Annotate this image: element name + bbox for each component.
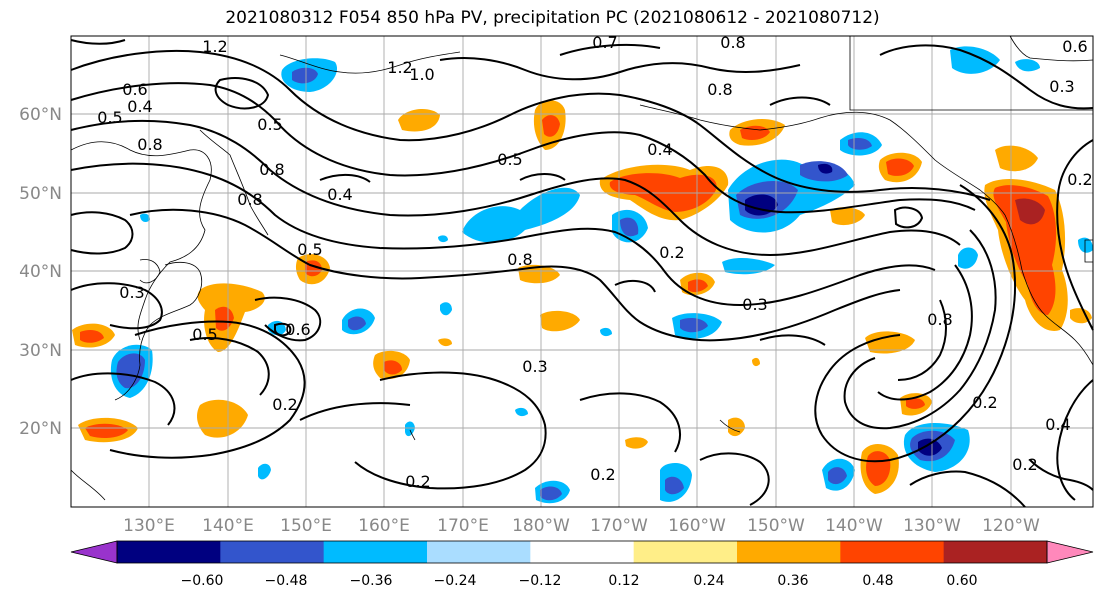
colorbar-block <box>840 541 945 563</box>
contour-label: 1.0 <box>409 65 434 84</box>
contour-label: 0.2 <box>1012 455 1037 474</box>
colorbar: −0.60 −0.48 −0.36 −0.24 −0.12 0.12 0.24 … <box>70 540 1094 589</box>
contour-label: 0.7 <box>592 33 617 52</box>
contour-label: 0.2 <box>405 472 430 491</box>
lon-label: 170°E <box>437 516 489 536</box>
longitude-labels: 130°E 140°E 150°E 160°E 170°E 180°W 170°… <box>123 516 1040 536</box>
colorbar-tick-label: 0.24 <box>693 573 724 589</box>
lon-label: 140°W <box>825 516 883 536</box>
contour-labels: 1.2 1.2 1.0 0.7 0.8 0.6 0.5 0.4 0.8 0.5 … <box>97 33 1092 491</box>
lon-label: 140°E <box>202 516 254 536</box>
lat-label: 40°N <box>19 262 62 282</box>
colorbar-tick-label: −0.12 <box>519 573 562 589</box>
contour-label: 0.8 <box>259 160 284 179</box>
contour-label: 0.8 <box>507 250 532 269</box>
contour-label: 0.4 <box>327 185 352 204</box>
contour-label: 0.2 <box>1067 170 1092 189</box>
contour-label: 0.5 <box>97 108 122 127</box>
lon-label: 180°W <box>512 516 570 536</box>
contour-label: 0.3 <box>119 283 144 302</box>
colorbar-block <box>323 541 428 563</box>
contour-label: 0.8 <box>137 135 162 154</box>
contour-label: 0.2 <box>590 465 615 484</box>
pv-contours <box>70 39 1094 508</box>
colorbar-block <box>737 541 841 563</box>
coastlines <box>70 35 1094 501</box>
lat-label: 30°N <box>19 341 62 361</box>
contour-label: 0.5 <box>257 115 282 134</box>
colorbar-frame <box>116 540 1048 564</box>
colorbar-block <box>633 541 738 563</box>
contour-label: 0.2 <box>659 243 684 262</box>
contour-label: 0.5 <box>192 325 217 344</box>
colorbar-block <box>117 541 221 563</box>
contour-label: 0.3 <box>522 357 547 376</box>
colorbar-tick-label: 0.48 <box>862 573 893 589</box>
contour-label: 0.4 <box>127 97 152 116</box>
lon-label: 120°W <box>982 516 1040 536</box>
colorbar-tick-label: 0.36 <box>777 573 808 589</box>
contour-label: 0.8 <box>707 80 732 99</box>
latitude-labels: 60°N 50°N 40°N 30°N 20°N <box>19 105 62 439</box>
lat-label: 60°N <box>19 105 62 125</box>
contour-label: 0.5 <box>497 150 522 169</box>
lon-label: 130°E <box>123 516 175 536</box>
contour-label: 0.6 <box>285 320 310 339</box>
map-panel: 1.2 1.2 1.0 0.7 0.8 0.6 0.5 0.4 0.8 0.5 … <box>70 33 1094 508</box>
map-gridlines <box>71 36 1093 507</box>
lon-label: 150°E <box>280 516 332 536</box>
lon-label: 160°W <box>668 516 726 536</box>
contour-label: 0.4 <box>647 140 672 159</box>
colorbar-block <box>943 541 1048 563</box>
colorbar-extend-high <box>1046 540 1094 564</box>
contour-label: 1.2 <box>202 37 227 56</box>
colorbar-tick-label: −0.48 <box>265 573 308 589</box>
contour-label: 0.4 <box>1045 415 1070 434</box>
lon-label: 150°W <box>747 516 805 536</box>
colorbar-blocks <box>117 541 1048 563</box>
colorbar-block <box>220 541 325 563</box>
page-title: 2021080312 F054 850 hPa PV, precipitatio… <box>225 8 880 28</box>
contour-label: 0.6 <box>1062 37 1087 56</box>
colorbar-tick-label: −0.60 <box>181 573 224 589</box>
contour-label: 0.8 <box>720 33 745 52</box>
lat-label: 20°N <box>19 419 62 439</box>
colorbar-tick-label: 0.60 <box>946 573 977 589</box>
colorbar-extend-low <box>70 540 118 564</box>
contour-label: 0.3 <box>1049 77 1074 96</box>
colorbar-tick-label: −0.24 <box>434 573 477 589</box>
lon-label: 170°W <box>590 516 648 536</box>
colorbar-tick-labels: −0.60 −0.48 −0.36 −0.24 −0.12 0.12 0.24 … <box>181 573 978 589</box>
colorbar-block <box>427 541 531 563</box>
contour-label: 0.8 <box>237 190 262 209</box>
contour-label: 0.2 <box>972 393 997 412</box>
contour-label: 1.2 <box>387 58 412 77</box>
colorbar-tick-label: −0.36 <box>350 573 393 589</box>
colorbar-block <box>530 541 635 563</box>
contour-label: 0.3 <box>742 295 767 314</box>
contour-label: 0.5 <box>297 240 322 259</box>
map-frame <box>70 35 1094 508</box>
lon-label: 130°W <box>903 516 961 536</box>
lat-label: 50°N <box>19 184 62 204</box>
lon-label: 160°E <box>358 516 410 536</box>
colorbar-tick-label: 0.12 <box>608 573 639 589</box>
contour-label: 0.2 <box>272 395 297 414</box>
negative-anomaly-areas <box>110 46 1093 504</box>
contour-label: 0.6 <box>122 80 147 99</box>
contour-label: 0.8 <box>927 310 952 329</box>
